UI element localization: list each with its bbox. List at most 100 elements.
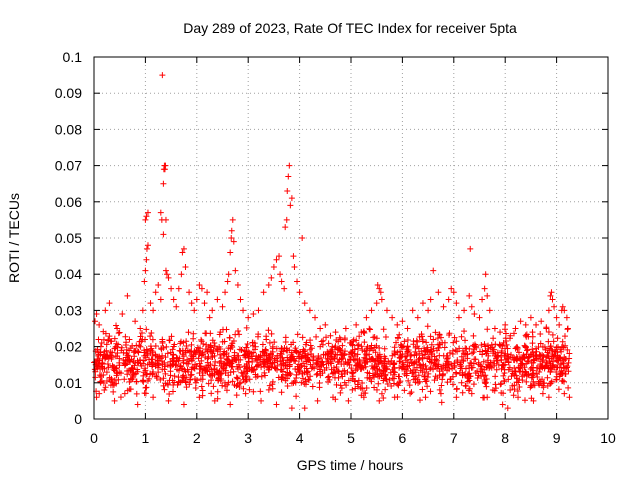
data-point <box>490 335 497 342</box>
data-point <box>470 349 477 356</box>
data-point <box>116 362 123 369</box>
data-point <box>533 353 540 360</box>
data-point <box>422 348 429 355</box>
data-point <box>111 397 118 404</box>
data-point <box>142 267 149 274</box>
data-point <box>389 314 396 321</box>
data-point <box>262 346 269 353</box>
data-point <box>394 321 401 328</box>
data-point <box>199 387 206 394</box>
data-point <box>425 370 432 377</box>
data-point <box>376 397 383 404</box>
data-point <box>196 348 203 355</box>
data-point <box>128 356 135 363</box>
data-point <box>323 334 330 341</box>
data-point <box>338 385 345 392</box>
data-point <box>301 405 308 412</box>
data-point <box>243 361 250 368</box>
data-point <box>240 376 247 383</box>
data-point <box>158 346 165 353</box>
data-point <box>418 331 425 338</box>
data-point <box>101 348 108 355</box>
data-point <box>121 376 128 383</box>
data-point <box>492 381 499 388</box>
data-point <box>414 343 421 350</box>
data-point <box>108 378 115 385</box>
data-point <box>295 361 302 368</box>
data-point <box>381 360 388 367</box>
data-point <box>427 333 434 340</box>
data-point <box>543 359 550 366</box>
data-point <box>93 394 100 401</box>
data-point <box>485 361 492 368</box>
data-point <box>546 345 553 352</box>
data-point <box>286 347 293 354</box>
data-point <box>328 346 335 353</box>
data-point <box>134 401 141 408</box>
data-point <box>288 195 295 202</box>
data-point <box>545 338 552 345</box>
data-point <box>161 166 168 173</box>
data-point <box>343 382 350 389</box>
data-point <box>142 390 149 397</box>
data-point <box>395 335 402 342</box>
data-point <box>184 356 191 363</box>
data-point <box>221 338 228 345</box>
data-point <box>483 383 490 390</box>
data-point <box>192 384 199 391</box>
data-point <box>133 390 140 397</box>
data-point <box>269 385 276 392</box>
data-point <box>527 314 534 321</box>
data-point <box>169 346 176 353</box>
data-point <box>222 289 229 296</box>
data-point <box>292 345 299 352</box>
data-point <box>190 335 197 342</box>
data-point <box>462 382 469 389</box>
data-point <box>328 353 335 360</box>
data-point <box>188 371 195 378</box>
data-point <box>419 300 426 307</box>
data-point <box>108 354 115 361</box>
data-point <box>390 368 397 375</box>
data-point <box>140 378 147 385</box>
data-point <box>534 373 541 380</box>
data-point <box>521 355 528 362</box>
data-point <box>177 363 184 370</box>
data-point <box>482 343 489 350</box>
data-point <box>278 278 285 285</box>
data-point <box>461 307 468 314</box>
data-point <box>476 314 483 321</box>
data-point <box>440 370 447 377</box>
data-point <box>171 341 178 348</box>
data-point <box>254 373 261 380</box>
data-point <box>192 361 199 368</box>
data-point <box>512 325 519 332</box>
data-point <box>363 314 370 321</box>
data-point <box>430 345 437 352</box>
data-point <box>183 384 190 391</box>
data-point <box>436 331 443 338</box>
data-point <box>438 399 445 406</box>
data-point <box>209 337 216 344</box>
data-point <box>455 314 462 321</box>
data-point <box>537 330 544 337</box>
data-point <box>317 368 324 375</box>
data-point <box>186 381 193 388</box>
data-point <box>470 381 477 388</box>
data-point <box>285 372 292 379</box>
data-point <box>202 366 209 373</box>
data-point <box>271 339 278 346</box>
y-tick-label: 0.04 <box>55 266 82 282</box>
data-point <box>268 274 275 281</box>
data-point <box>539 382 546 389</box>
data-point <box>381 345 388 352</box>
data-point <box>427 346 434 353</box>
data-point <box>281 285 288 292</box>
data-point <box>383 307 390 314</box>
data-point <box>529 340 536 347</box>
data-point <box>227 369 234 376</box>
data-point <box>170 388 177 395</box>
data-point <box>350 336 357 343</box>
data-point <box>121 360 128 367</box>
data-point <box>362 355 369 362</box>
